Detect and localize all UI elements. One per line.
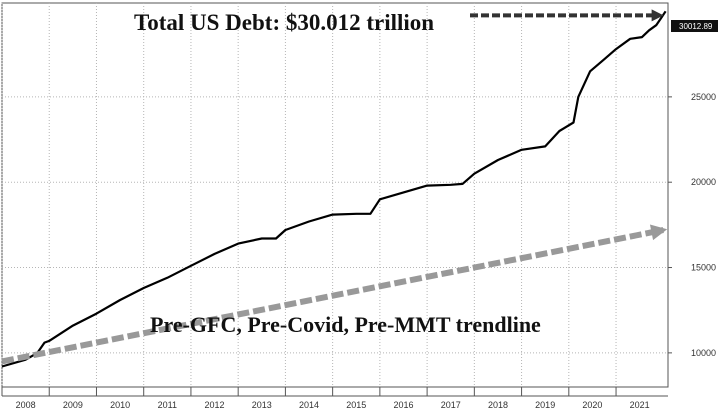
trendline-arrowhead (649, 224, 668, 241)
x-tick-label: 2010 (110, 400, 130, 410)
x-tick-label: 2012 (205, 400, 225, 410)
x-tick-label: 2009 (63, 400, 83, 410)
last-value-text: 30012.89 (679, 22, 713, 31)
x-tick-label: 2015 (346, 400, 366, 410)
last-value-badge: 30012.89 (671, 20, 718, 32)
x-tick-label: 2013 (252, 400, 272, 410)
x-tick-label: 2017 (441, 400, 461, 410)
x-tick-label: 2018 (488, 400, 508, 410)
y-tick-label: 15000 (691, 263, 716, 273)
x-tick-label: 2021 (630, 400, 650, 410)
trendline-label: Pre-GFC, Pre-Covid, Pre-MMT trendline (150, 312, 541, 337)
y-axis: 10000 15000 20000 25000 (668, 92, 716, 358)
chart-title: Total US Debt: $30.012 trillion (134, 10, 434, 35)
x-tick-label: 2008 (16, 400, 36, 410)
plot-area (1, 2, 669, 388)
x-tick-label: 2019 (535, 400, 555, 410)
total-debt-series (1, 10, 667, 368)
grid-lines (1, 3, 668, 387)
trendline-series (1, 227, 664, 365)
x-tick-label: 2020 (582, 400, 602, 410)
y-tick-label: 10000 (691, 348, 716, 358)
y-tick-label: 20000 (691, 177, 716, 187)
title-arrowhead (651, 9, 664, 22)
title-arrow (470, 9, 664, 22)
x-axis: 2008 2009 2010 2011 2012 2013 2014 2015 2016 2017… (1, 387, 668, 410)
series-layer (1, 10, 668, 368)
x-tick-label: 2014 (299, 400, 319, 410)
x-tick-label: 2016 (393, 400, 413, 410)
x-tick-label: 2011 (158, 400, 177, 410)
y-tick-label: 25000 (691, 92, 716, 102)
